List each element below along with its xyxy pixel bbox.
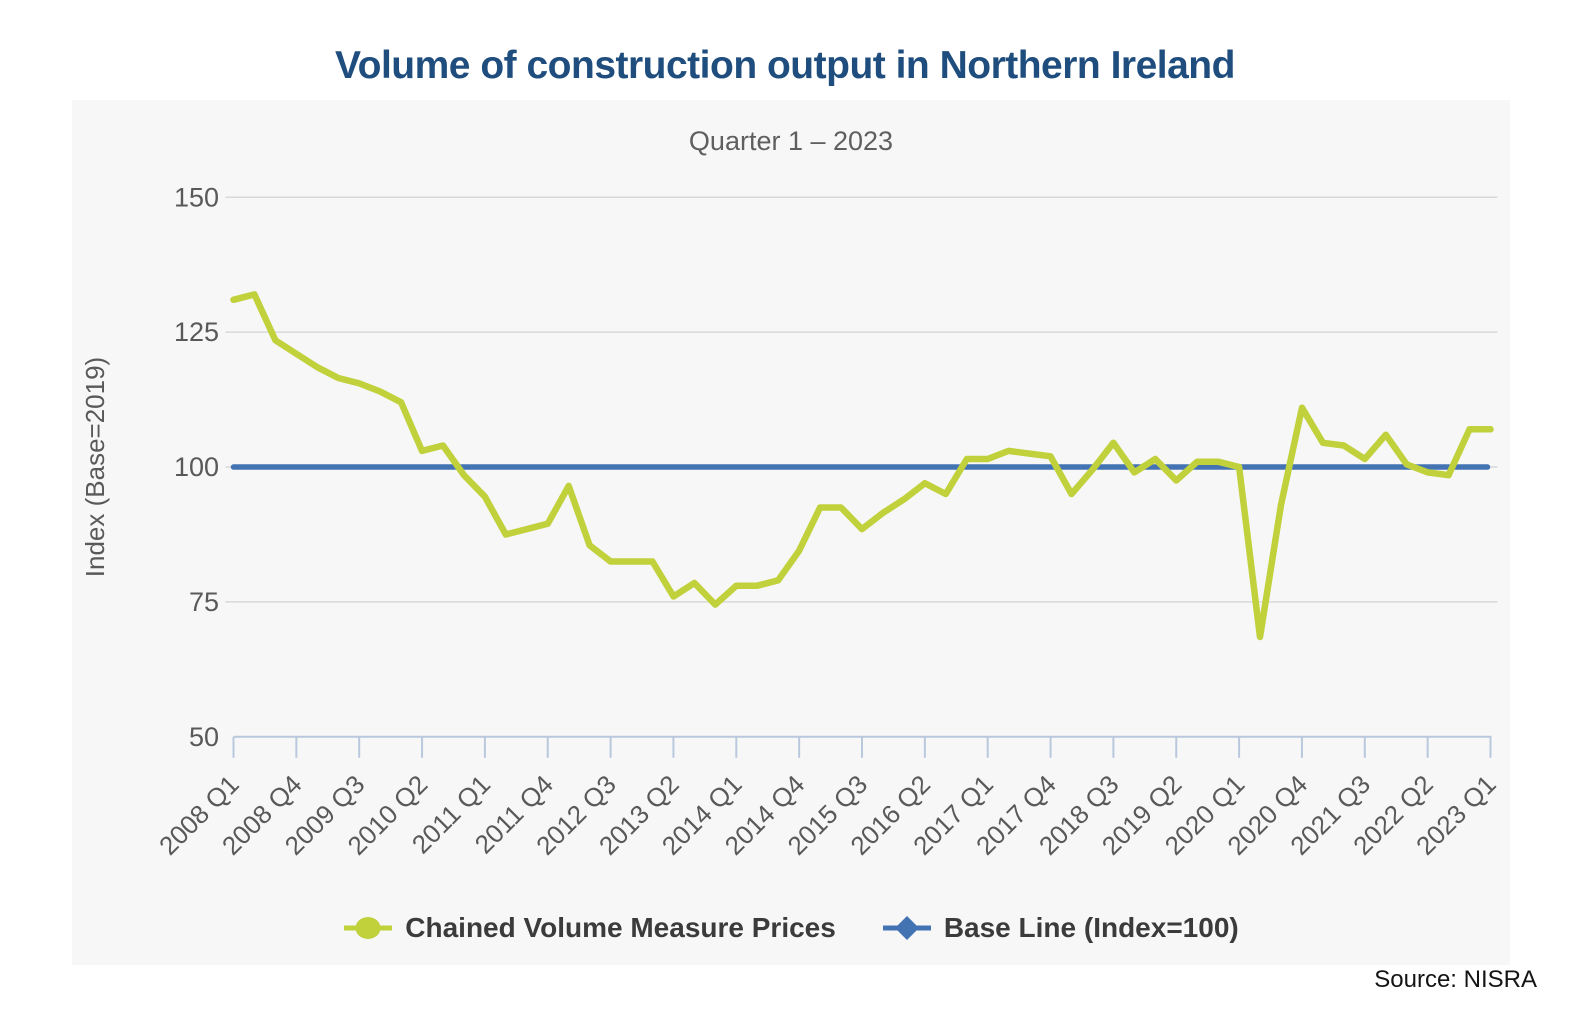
legend-item-base-line[interactable]: Base Line (Index=100) bbox=[882, 912, 1239, 944]
y-tick-label-100: 100 bbox=[174, 452, 219, 482]
y-tick-label-150: 150 bbox=[174, 182, 219, 212]
y-axis-title: Index (Base=2019) bbox=[80, 357, 110, 577]
legend-label-chained-volume: Chained Volume Measure Prices bbox=[405, 912, 836, 943]
source-credit: Source: NISRA bbox=[1374, 966, 1537, 993]
legend-item-chained-volume[interactable]: Chained Volume Measure Prices bbox=[343, 912, 836, 944]
y-tick-label-75: 75 bbox=[189, 587, 219, 617]
page-title: Volume of construction output in Norther… bbox=[335, 44, 1235, 87]
legend-marker-diamond-icon bbox=[882, 916, 931, 940]
y-tick-label-125: 125 bbox=[174, 317, 219, 347]
y-tick-label-50: 50 bbox=[189, 722, 219, 752]
chart-subtitle: Quarter 1 – 2023 bbox=[688, 126, 894, 156]
legend-label-base-line: Base Line (Index=100) bbox=[943, 912, 1239, 943]
chart-legend: Chained Volume Measure Prices Base Line … bbox=[72, 912, 1510, 944]
series-line-chained-volume[interactable] bbox=[230, 291, 1494, 641]
chart-panel bbox=[72, 100, 1510, 965]
legend-marker-circle-icon bbox=[344, 917, 393, 939]
